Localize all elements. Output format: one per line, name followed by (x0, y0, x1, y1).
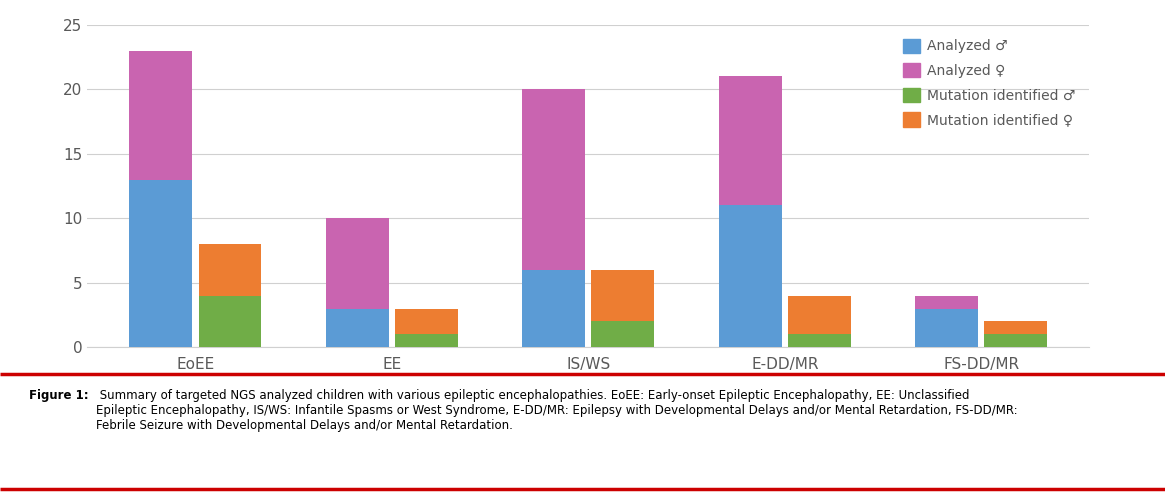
Bar (984, 334, 1047, 347)
Bar (592, 321, 655, 347)
Text: Figure 1:: Figure 1: (29, 389, 89, 402)
Bar (984, 321, 1047, 334)
Bar (395, 334, 458, 347)
Bar (198, 296, 261, 347)
Bar (522, 270, 585, 347)
Bar (719, 205, 782, 347)
Bar (916, 296, 979, 309)
Bar (395, 309, 458, 334)
Bar (788, 334, 850, 347)
Text: Summary of targeted NGS analyzed children with various epileptic encephalopathie: Summary of targeted NGS analyzed childre… (96, 389, 1017, 433)
Bar (198, 244, 261, 296)
Bar (129, 180, 192, 347)
Legend: Analyzed ♂, Analyzed ♀, Mutation identified ♂, Mutation identified ♀: Analyzed ♂, Analyzed ♀, Mutation identif… (896, 32, 1082, 134)
Bar (916, 309, 979, 347)
Bar (522, 89, 585, 270)
Bar (326, 309, 389, 347)
Bar (326, 218, 389, 309)
Bar (592, 270, 655, 321)
Bar (719, 76, 782, 205)
Bar (129, 51, 192, 180)
Bar (788, 296, 850, 334)
